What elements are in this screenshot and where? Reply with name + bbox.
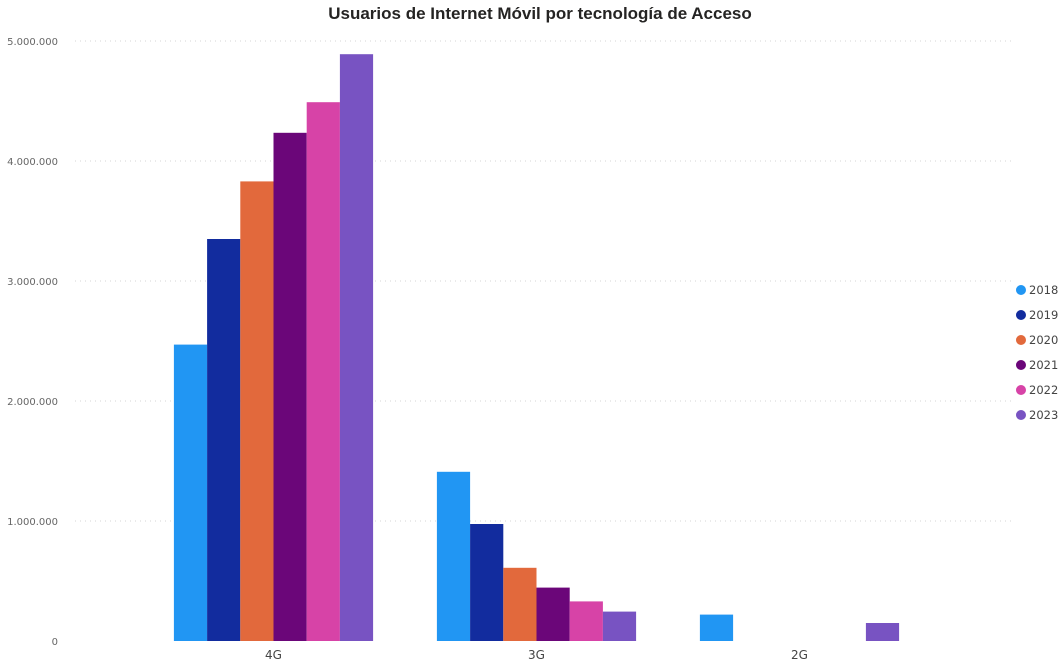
legend-item[interactable]: 2023	[1016, 408, 1058, 422]
legend-item[interactable]: 2021	[1016, 358, 1058, 372]
legend-label: 2023	[1029, 408, 1058, 422]
legend[interactable]: 2018 2019 2020 2021 2022 2023	[1016, 283, 1058, 422]
bar-4G-2020[interactable]	[240, 181, 274, 641]
bar-4G-2021[interactable]	[273, 132, 307, 642]
bar-3G-2020[interactable]	[503, 567, 537, 641]
legend-swatch	[1016, 410, 1026, 420]
y-tick-label: 2.000.000	[7, 397, 58, 408]
x-category-label: 2G	[791, 648, 808, 661]
bar-2G-2018[interactable]	[699, 614, 734, 641]
legend-swatch	[1016, 385, 1026, 395]
bar-4G-2018[interactable]	[173, 344, 208, 641]
x-category-label: 3G	[528, 648, 545, 661]
x-category-label: 4G	[265, 648, 282, 661]
bar-2G-2023[interactable]	[865, 623, 900, 641]
bar-3G-2021[interactable]	[536, 587, 570, 641]
gridlines	[75, 40, 1015, 522]
bar-4G-2019[interactable]	[207, 239, 241, 641]
y-tick-label: 1.000.000	[7, 517, 58, 528]
bar-3G-2023[interactable]	[602, 611, 637, 641]
legend-label: 2018	[1029, 283, 1058, 297]
legend-swatch	[1016, 360, 1026, 370]
bar-4G-2022[interactable]	[306, 102, 340, 641]
bar-3G-2019[interactable]	[470, 524, 504, 641]
legend-item[interactable]: 2022	[1016, 383, 1058, 397]
y-tick-label: 5.000.000	[7, 37, 58, 48]
legend-item[interactable]: 2020	[1016, 333, 1058, 347]
legend-swatch	[1016, 285, 1026, 295]
legend-swatch	[1016, 335, 1026, 345]
bar-3G-2022[interactable]	[569, 601, 603, 641]
x-axis-categories: 4G 3G 2G	[265, 648, 808, 661]
y-axis-ticks: 0 1.000.000 2.000.000 3.000.000 4.000.000 5.0…	[7, 37, 58, 648]
legend-swatch	[1016, 310, 1026, 320]
bars	[173, 54, 900, 642]
legend-item[interactable]: 2018	[1016, 283, 1058, 297]
bar-4G-2023[interactable]	[339, 54, 374, 641]
legend-item[interactable]: 2019	[1016, 308, 1058, 322]
chart-title: Usuarios de Internet Móvil por tecnologí…	[328, 4, 752, 23]
y-tick-label: 0	[52, 637, 58, 648]
legend-label: 2019	[1029, 308, 1058, 322]
y-tick-label: 3.000.000	[7, 277, 58, 288]
legend-label: 2020	[1029, 333, 1058, 347]
legend-label: 2021	[1029, 358, 1058, 372]
legend-label: 2022	[1029, 383, 1058, 397]
bar-3G-2018[interactable]	[436, 471, 471, 641]
y-tick-label: 4.000.000	[7, 157, 58, 168]
